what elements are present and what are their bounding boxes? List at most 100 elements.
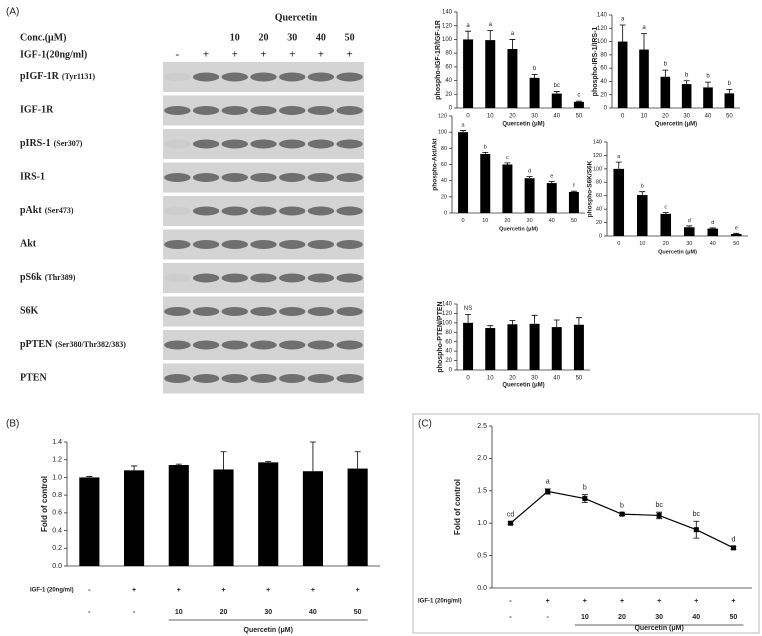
x-axis-label: Quercetin (μM) bbox=[634, 625, 683, 632]
significance-label: f bbox=[573, 183, 575, 189]
bar bbox=[480, 153, 491, 213]
blot-band bbox=[164, 307, 191, 316]
igf-sign: + bbox=[260, 49, 266, 61]
significance-label: cd bbox=[507, 512, 515, 519]
significance-label: b bbox=[533, 66, 537, 72]
igf-sign: + bbox=[177, 587, 181, 594]
error-bar bbox=[504, 162, 511, 165]
bar bbox=[485, 40, 496, 108]
site-label: (Ser307) bbox=[54, 139, 83, 148]
x-tick-label: 20 bbox=[504, 218, 510, 224]
error-bar bbox=[482, 151, 489, 154]
bar bbox=[546, 183, 557, 213]
x-axis-label: Quercetin (μM) bbox=[502, 122, 544, 128]
bar bbox=[730, 233, 742, 236]
blot-band bbox=[307, 273, 335, 283]
y-tick-label: 120 bbox=[442, 23, 453, 29]
error-bar bbox=[662, 69, 669, 77]
blot-band bbox=[250, 139, 277, 149]
x-axis-label: Quercetin (μM) bbox=[658, 249, 697, 255]
error-bar bbox=[730, 546, 737, 550]
conc-value: 30 bbox=[287, 32, 297, 43]
blot-band bbox=[250, 206, 277, 216]
y-tick-label: 100 bbox=[593, 166, 602, 172]
error-bar bbox=[507, 521, 514, 525]
y-tick-label: 0 bbox=[444, 210, 447, 216]
x-tick-label: - bbox=[88, 609, 91, 616]
blot-band bbox=[192, 106, 220, 115]
significance-label: a bbox=[546, 479, 550, 486]
y-tick-label: 2.5 bbox=[477, 423, 487, 430]
significance-label: d bbox=[688, 218, 691, 224]
x-tick-label: 30 bbox=[655, 614, 663, 621]
igf-sign: + bbox=[546, 598, 550, 605]
significance-label: c bbox=[577, 93, 580, 99]
blot-band bbox=[164, 139, 191, 149]
y-tick-label: 40 bbox=[441, 178, 447, 184]
blot-band bbox=[250, 240, 277, 249]
y-tick-label: 20 bbox=[596, 220, 602, 226]
blot-band bbox=[307, 374, 335, 383]
line bbox=[510, 490, 734, 549]
bar bbox=[258, 462, 279, 566]
x-axis-label: Quercetin (μM) bbox=[502, 383, 544, 389]
y-axis-label: phospho-IRS-1/IRS-1 bbox=[592, 27, 599, 97]
x-tick-label: 10 bbox=[487, 114, 494, 120]
blot-band bbox=[307, 307, 335, 316]
blot-band bbox=[192, 139, 220, 149]
x-tick-label: 40 bbox=[710, 241, 716, 247]
x-tick-label: 40 bbox=[705, 114, 712, 120]
igf-sign: + bbox=[318, 49, 324, 61]
error-bar bbox=[354, 451, 361, 469]
x-tick-label: 40 bbox=[553, 376, 560, 382]
error-bar bbox=[641, 33, 647, 50]
blot-band bbox=[221, 173, 248, 182]
x-tick-label: 50 bbox=[576, 376, 583, 382]
error-bar bbox=[531, 314, 538, 324]
significance-label: b bbox=[583, 485, 587, 492]
error-bar bbox=[131, 465, 138, 471]
bar bbox=[463, 39, 474, 108]
bar bbox=[124, 470, 145, 566]
conc-label: Conc.(μM) bbox=[20, 32, 67, 43]
y-tick-label: 2.0 bbox=[477, 455, 487, 462]
bar bbox=[79, 477, 100, 566]
error-bar bbox=[615, 161, 622, 169]
significance-label: a bbox=[489, 22, 493, 28]
blot-band bbox=[192, 72, 220, 82]
error-bar bbox=[581, 494, 588, 503]
x-tick-label: 20 bbox=[509, 114, 516, 120]
x-tick-label: 50 bbox=[354, 609, 362, 616]
x-tick-label: 0 bbox=[466, 376, 470, 382]
x-tick-label: 0 bbox=[617, 241, 620, 247]
x-tick-label: 20 bbox=[662, 114, 669, 120]
blot-band bbox=[221, 72, 248, 82]
blot-band bbox=[336, 106, 363, 115]
bar bbox=[551, 327, 562, 370]
y-axis-label: phospho-PTEN/PTEN bbox=[437, 301, 444, 372]
blot-band bbox=[192, 206, 220, 216]
blot-band bbox=[221, 340, 248, 350]
x-tick-label: 10 bbox=[581, 614, 589, 621]
blot-row-label: IGF-1R bbox=[20, 105, 54, 116]
x-tick-label: 30 bbox=[527, 218, 533, 224]
significance-label: d bbox=[731, 536, 735, 543]
y-tick-label: 0 bbox=[449, 368, 453, 374]
blot-band bbox=[164, 72, 191, 82]
site-label: (Ser473) bbox=[45, 206, 74, 215]
blot-row-label: IRS-1 bbox=[20, 172, 45, 183]
y-axis-label: Fold of control bbox=[453, 479, 462, 535]
protein-name: pAkt bbox=[20, 205, 42, 216]
blot-band bbox=[192, 307, 220, 316]
y-tick-label: 140 bbox=[593, 139, 602, 145]
error-bar bbox=[662, 212, 669, 214]
y-tick-label: 100 bbox=[442, 37, 453, 43]
blot-band bbox=[307, 139, 335, 149]
x-tick-label: 20 bbox=[220, 609, 228, 616]
igf-sign: - bbox=[88, 587, 91, 594]
error-bar bbox=[705, 81, 711, 88]
site-label: (Tyr1131) bbox=[62, 72, 96, 81]
significance-label: b bbox=[685, 72, 689, 78]
significance-label: b bbox=[728, 81, 732, 87]
